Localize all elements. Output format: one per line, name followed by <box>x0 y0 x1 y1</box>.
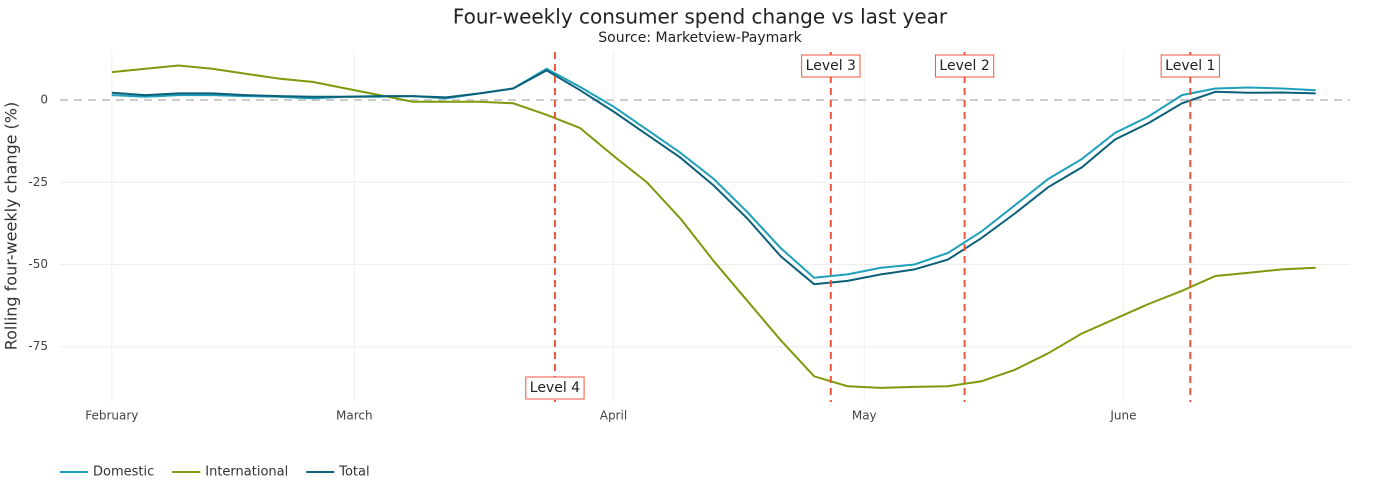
y-tick-label: 0 <box>40 93 48 107</box>
series-line <box>111 69 1316 286</box>
chart-title: Four-weekly consumer spend change vs las… <box>453 5 948 29</box>
annotation-box <box>934 54 995 78</box>
x-tick-label: February <box>85 409 138 423</box>
legend-label: International <box>205 465 288 480</box>
series-line <box>111 64 1316 389</box>
annotation-box <box>1160 54 1220 78</box>
legend-label: Domestic <box>93 465 154 480</box>
chart-subtitle: Source: Marketview-Paymark <box>598 30 802 46</box>
annotation-label: Level 1 <box>1165 58 1215 74</box>
annotation-box <box>525 376 585 400</box>
y-axis-title: Rolling four-weekly change (%) <box>2 102 21 351</box>
x-tick-label: April <box>600 409 627 423</box>
x-tick-label: March <box>336 409 373 423</box>
x-tick-label: June <box>1109 409 1136 423</box>
annotation-box <box>801 54 861 78</box>
y-tick-label: -75 <box>28 339 48 353</box>
series-line <box>111 67 1316 279</box>
annotation-label: Level 2 <box>939 58 989 74</box>
x-tick-label: May <box>852 409 877 423</box>
annotation-label: Level 4 <box>530 380 580 396</box>
y-tick-label: -50 <box>28 257 48 271</box>
annotation-label: Level 3 <box>806 58 856 74</box>
legend-label: Total <box>338 465 369 480</box>
y-tick-label: -25 <box>28 175 48 189</box>
